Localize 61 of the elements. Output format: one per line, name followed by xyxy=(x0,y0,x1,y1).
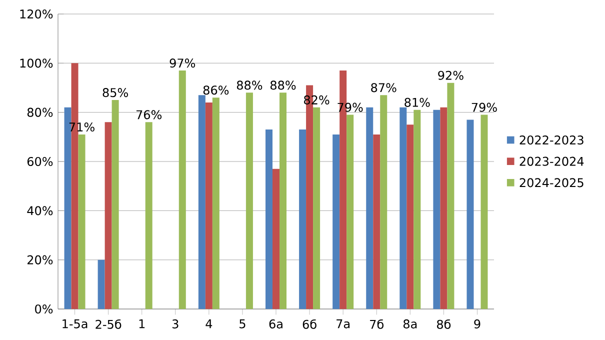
bar xyxy=(433,110,440,309)
y-tick-label: 40% xyxy=(27,206,53,216)
x-tick-label: 2-5б xyxy=(96,319,122,329)
data-label: 92% xyxy=(438,70,464,80)
x-tick-label: 4 xyxy=(206,319,212,328)
bar xyxy=(98,260,105,309)
y-tick-label: 80% xyxy=(27,108,53,117)
bar xyxy=(414,110,421,309)
bar xyxy=(466,120,474,309)
x-tick-label: 7а xyxy=(336,319,350,328)
y-tick-label: 100% xyxy=(20,58,53,68)
bar xyxy=(198,95,206,309)
bar xyxy=(380,95,388,309)
x-tick-label: 8а xyxy=(403,319,417,328)
x-tick-label: 6б xyxy=(302,319,316,329)
y-tick-label: 20% xyxy=(28,255,53,264)
bar xyxy=(266,130,273,309)
y-tick-label: 60% xyxy=(27,156,53,166)
bar xyxy=(400,107,407,309)
data-label: 97% xyxy=(170,58,196,68)
bar xyxy=(480,114,488,309)
bar xyxy=(346,114,354,309)
bar xyxy=(406,124,414,309)
x-tick-label: 5 xyxy=(240,319,246,328)
bar xyxy=(212,98,220,309)
x-tick-label: 3 xyxy=(172,319,178,328)
bar xyxy=(112,100,119,309)
x-tick-label: 7б xyxy=(370,319,384,329)
bar xyxy=(366,107,374,309)
data-label: 81% xyxy=(404,98,430,107)
bar xyxy=(447,82,454,309)
legend-label: 2024-2025 xyxy=(520,178,584,188)
bar xyxy=(280,92,287,309)
x-tick-label: 6а xyxy=(269,319,282,328)
bar xyxy=(373,134,380,309)
data-label: 79% xyxy=(472,102,497,112)
x-tick-label: 1-5а xyxy=(62,319,88,328)
legend-label: 2022-2023 xyxy=(520,135,584,145)
data-label: 88% xyxy=(270,80,296,90)
bar xyxy=(205,102,212,309)
bar xyxy=(332,134,340,309)
bar xyxy=(272,168,280,309)
bar xyxy=(104,122,112,309)
y-tick-label: 120% xyxy=(20,9,53,19)
data-label: 76% xyxy=(136,110,162,120)
bar xyxy=(440,107,448,309)
legend-label: 2023-2024 xyxy=(520,156,584,166)
x-tick-label: 9 xyxy=(474,319,480,328)
bar xyxy=(78,134,86,309)
bar xyxy=(246,92,253,309)
y-tick-label: 0% xyxy=(35,304,53,314)
data-label: 85% xyxy=(102,88,128,98)
bar xyxy=(145,122,152,309)
x-tick-label: 8б xyxy=(436,319,451,329)
bar xyxy=(299,130,306,309)
data-label: 88% xyxy=(236,80,262,90)
data-label: 87% xyxy=(371,83,396,92)
data-label: 86% xyxy=(203,86,229,95)
bar xyxy=(178,70,186,309)
bar xyxy=(313,107,320,309)
x-tick-label: 1 xyxy=(139,319,145,328)
